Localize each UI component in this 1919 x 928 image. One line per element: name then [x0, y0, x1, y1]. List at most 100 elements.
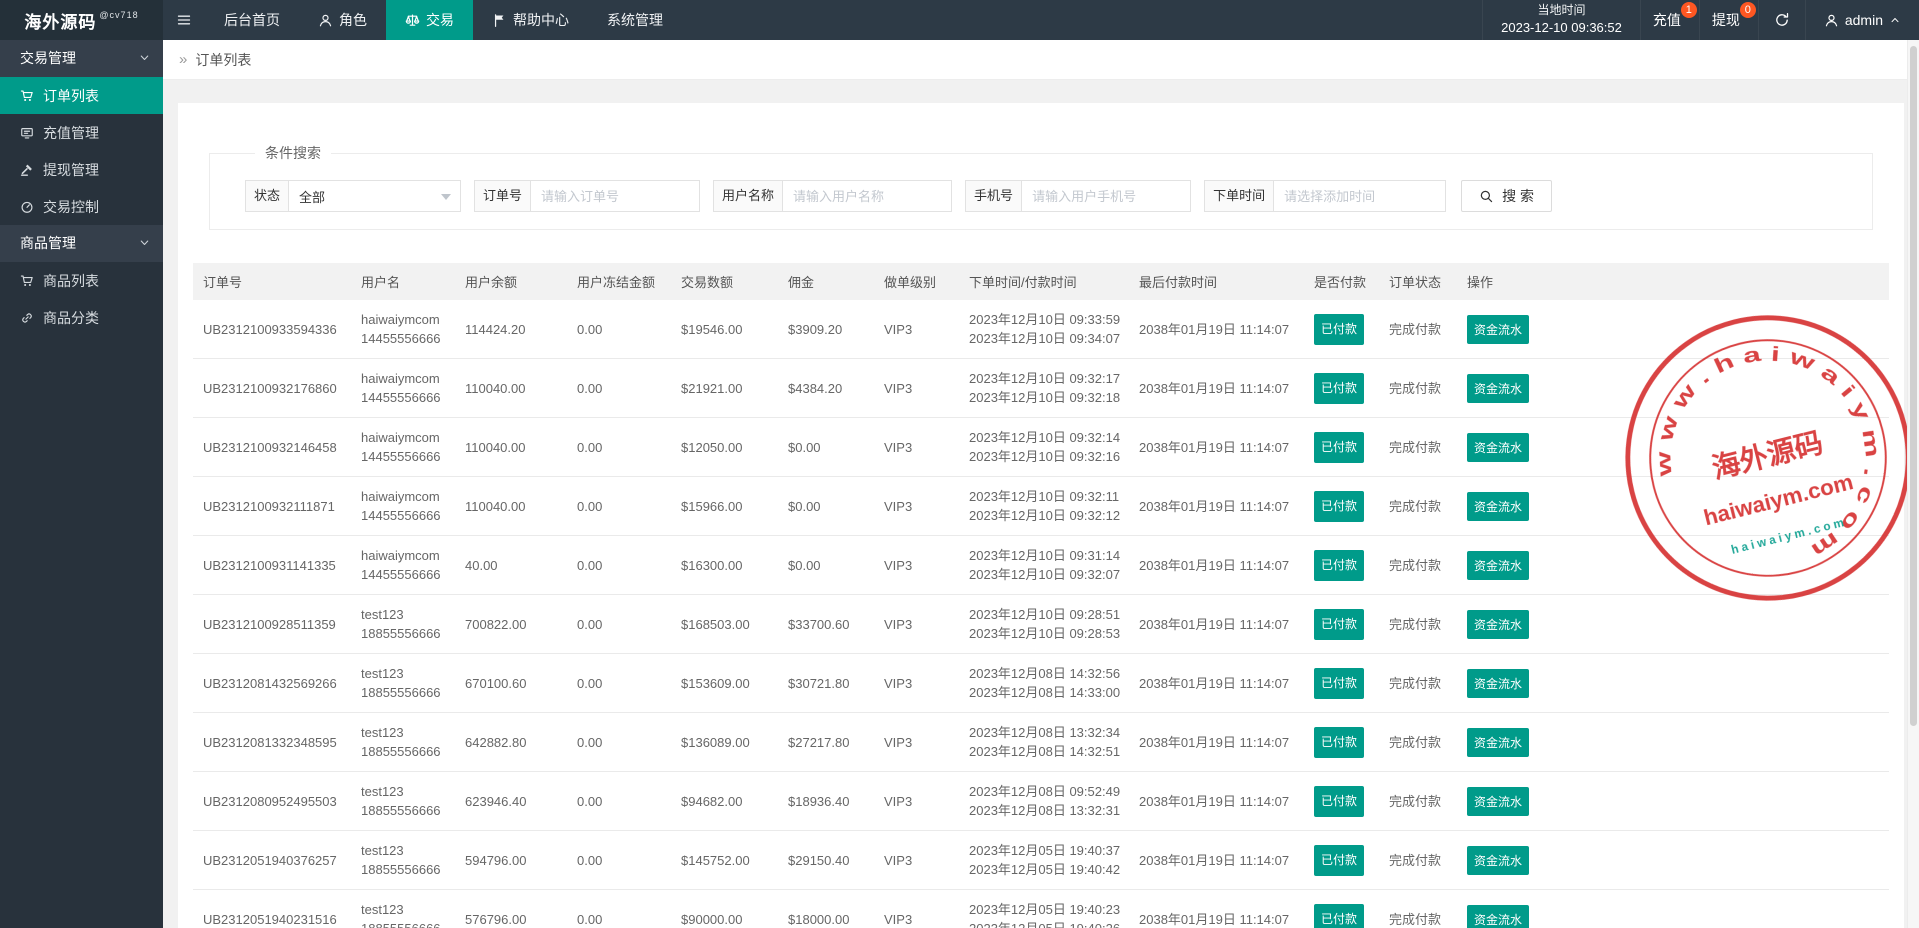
top-menu-item-system[interactable]: 系统管理 [588, 0, 682, 40]
cell-user: haiwaiymcom 14455556666 [351, 535, 455, 595]
fund-flow-button[interactable]: 资金流水 [1467, 845, 1530, 875]
link-icon [20, 311, 34, 325]
cell-paid: 已付款 [1304, 535, 1379, 595]
cell-amount: $16300.00 [671, 535, 778, 595]
cell-status: 完成付款 [1379, 830, 1457, 890]
main-area: » 订单列表 条件搜索 状态全部订单号用户名称手机号下单时间搜 索 订单号用户名… [163, 40, 1919, 928]
search-button[interactable]: 搜 索 [1461, 180, 1552, 212]
cell-status: 完成付款 [1379, 594, 1457, 654]
cell-balance: 110040.00 [455, 358, 567, 418]
chevron-up-icon [1889, 14, 1901, 26]
cell-status: 完成付款 [1379, 535, 1457, 595]
fund-flow-button[interactable]: 资金流水 [1467, 373, 1530, 403]
cell-order-no: UB2312100928511359 [193, 594, 351, 654]
navbar-right: 当地时间 2023-12-10 09:36:52 充值 1 提现 0 admin [1482, 0, 1919, 40]
cell-order-pay-time: 2023年12月10日 09:33:59 2023年12月10日 09:34:07 [959, 300, 1129, 359]
order-no-filter-label: 订单号 [474, 180, 531, 212]
fund-flow-button[interactable]: 资金流水 [1467, 432, 1530, 462]
order-time-input[interactable] [1273, 180, 1447, 212]
cell-action: 资金流水 [1457, 358, 1889, 418]
status-filter-group: 状态 全部 [245, 180, 462, 212]
fund-flow-button[interactable]: 资金流水 [1467, 314, 1530, 344]
cell-status: 完成付款 [1379, 358, 1457, 418]
cell-order-no: UB2312051940231516 [193, 889, 351, 928]
cell-balance: 700822.00 [455, 594, 567, 654]
fund-flow-button[interactable]: 资金流水 [1467, 786, 1530, 816]
sidebar-item-order-list[interactable]: 订单列表 [0, 77, 163, 114]
cell-order-pay-time: 2023年12月10日 09:28:51 2023年12月10日 09:28:53 [959, 594, 1129, 654]
table-body: UB2312100933594336 haiwaiymcom 14455556666… [193, 300, 1889, 928]
column-header: 订单状态 [1379, 263, 1457, 300]
top-menu-item-roles[interactable]: 角色 [299, 0, 386, 40]
table-row: UB2312100931141335 haiwaiymcom 14455556666… [193, 535, 1889, 595]
brand-logo: 海外源码 @cv718 [0, 0, 163, 40]
table-row: UB2312051940231516test123188555566665767… [193, 889, 1889, 928]
recharge-button[interactable]: 充值 1 [1639, 0, 1699, 40]
cell-commission: $0.00 [778, 417, 874, 477]
withdraw-button[interactable]: 提现 0 [1698, 0, 1758, 40]
cell-order-pay-time: 2023年12月08日 09:52:49 2023年12月08日 13:32:31 [959, 771, 1129, 831]
search-icon [1479, 189, 1494, 204]
fund-flow-button[interactable]: 资金流水 [1467, 668, 1530, 698]
cell-last-pay-time: 2038年01月19日 11:14:07 [1129, 653, 1304, 713]
sidebar-group-trade-mgmt[interactable]: 交易管理 [0, 40, 163, 77]
fund-flow-button[interactable]: 资金流水 [1467, 609, 1530, 639]
cell-last-pay-time: 2038年01月19日 11:14:07 [1129, 535, 1304, 595]
top-menu-item-home[interactable]: 后台首页 [205, 0, 299, 40]
cell-paid: 已付款 [1304, 830, 1379, 890]
cell-balance: 623946.40 [455, 771, 567, 831]
scrollbar [1907, 40, 1919, 928]
select-caret-icon [441, 194, 452, 200]
cell-frozen: 0.00 [567, 653, 671, 713]
scrollbar-thumb[interactable] [1910, 46, 1917, 726]
admin-menu[interactable]: admin [1804, 0, 1919, 40]
cell-level: VIP3 [874, 712, 959, 772]
cell-paid: 已付款 [1304, 300, 1379, 359]
fund-flow-button[interactable]: 资金流水 [1467, 727, 1530, 757]
sidebar-item-withdraw-mgmt[interactable]: 提现管理 [0, 151, 163, 188]
sidebar-item-label: 订单列表 [43, 87, 99, 104]
status-filter-label: 状态 [245, 180, 289, 212]
user-icon [318, 13, 333, 28]
filter-row: 状态全部订单号用户名称手机号下单时间搜 索 [245, 180, 1852, 212]
sidebar-item-trade-control[interactable]: 交易控制 [0, 188, 163, 225]
cell-order-pay-time: 2023年12月05日 19:40:37 2023年12月05日 19:40:42 [959, 830, 1129, 890]
cell-frozen: 0.00 [567, 830, 671, 890]
fund-flow-button[interactable]: 资金流水 [1467, 904, 1530, 928]
order-time-filter-label: 下单时间 [1204, 180, 1274, 212]
cell-order-no: UB2312081332348595 [193, 712, 351, 772]
fund-flow-button[interactable]: 资金流水 [1467, 491, 1530, 521]
fund-flow-button[interactable]: 资金流水 [1467, 550, 1530, 580]
username-input[interactable] [782, 180, 953, 212]
cell-amount: $21921.00 [671, 358, 778, 418]
brand-sub: @cv718 [99, 10, 139, 20]
refresh-button[interactable] [1757, 0, 1805, 40]
sidebar-item-recharge-mgmt[interactable]: 充值管理 [0, 114, 163, 151]
sidebar-toggle-button[interactable] [163, 0, 205, 40]
cell-frozen: 0.00 [567, 889, 671, 928]
status-select[interactable]: 全部 [288, 180, 462, 212]
top-menu-item-trade[interactable]: 交易 [386, 0, 473, 40]
cell-balance: 642882.80 [455, 712, 567, 772]
cell-amount: $168503.00 [671, 594, 778, 654]
phone-input[interactable] [1021, 180, 1192, 212]
local-time-label: 当地时间 [1537, 2, 1586, 17]
order-no-input[interactable] [530, 180, 701, 212]
hamburger-icon [176, 12, 192, 28]
sidebar-group-goods-mgmt[interactable]: 商品管理 [0, 225, 163, 262]
cell-action: 资金流水 [1457, 771, 1889, 831]
cell-order-no: UB2312051940376257 [193, 830, 351, 890]
chevron-down-icon [138, 236, 151, 249]
sidebar-item-goods-category[interactable]: 商品分类 [0, 299, 163, 336]
paid-badge: 已付款 [1314, 903, 1365, 928]
cell-status: 完成付款 [1379, 889, 1457, 928]
sidebar-item-goods-list[interactable]: 商品列表 [0, 262, 163, 299]
table-row: UB2312051940376257 test123 18855556666 5947… [193, 830, 1889, 890]
cell-action: 资金流水 [1457, 594, 1889, 654]
cell-level: VIP3 [874, 830, 959, 890]
cell-commission: $3909.20 [778, 300, 874, 359]
cell-status: 完成付款 [1379, 476, 1457, 536]
cell-last-pay-time: 2038年01月19日 11:14:07 [1129, 476, 1304, 536]
top-menu-item-help[interactable]: 帮助中心 [473, 0, 588, 40]
column-header: 订单号 [193, 263, 351, 300]
